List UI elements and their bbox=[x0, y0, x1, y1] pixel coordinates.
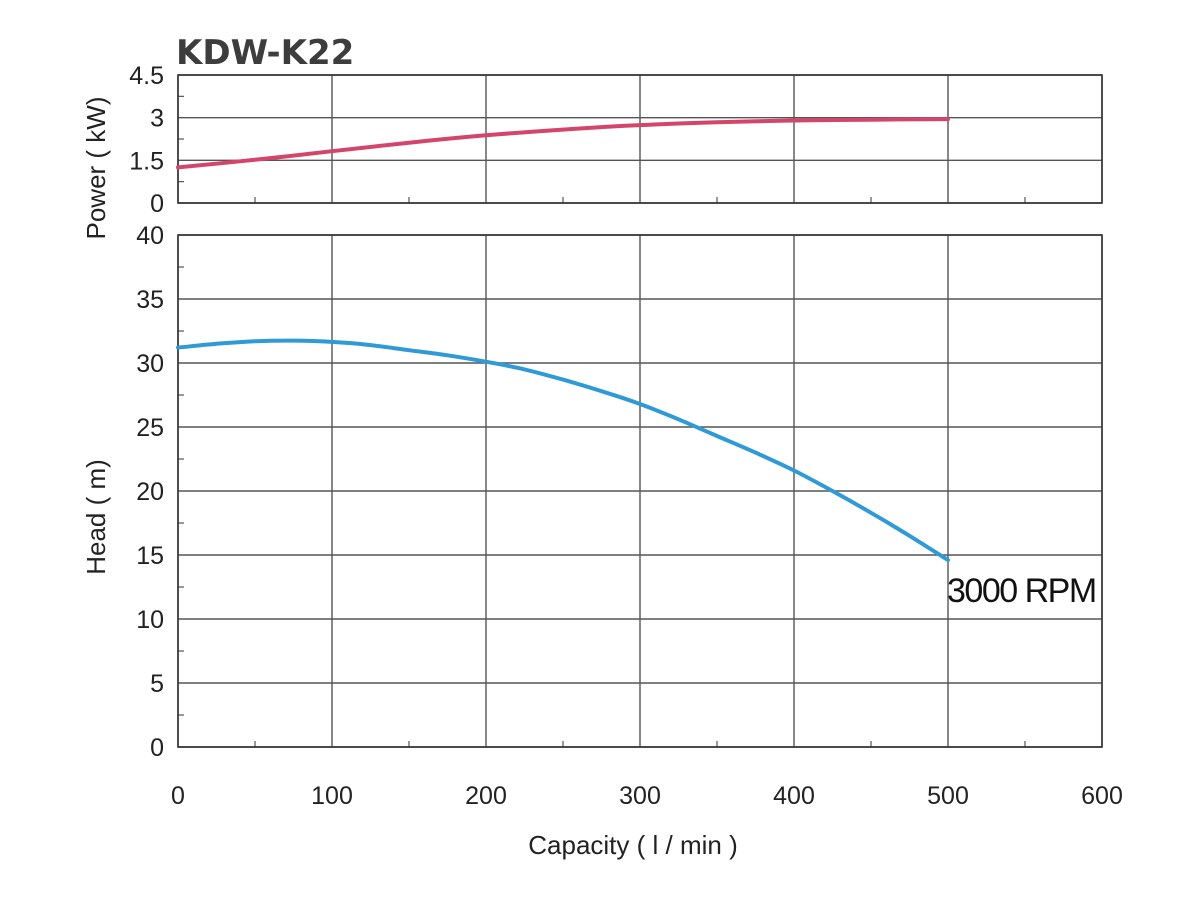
chart-title: KDW-K22 bbox=[176, 33, 354, 73]
power-plot-frame bbox=[177, 74, 1103, 204]
head-y-tick-label: 40 bbox=[136, 222, 164, 250]
x-tick-label: 0 bbox=[171, 782, 185, 810]
head-y-tick-label: 5 bbox=[150, 670, 164, 698]
power-series-line bbox=[176, 117, 950, 170]
head-series-line bbox=[176, 338, 950, 563]
x-tick-label: 400 bbox=[773, 782, 815, 810]
head-axis-label: Head ( m) bbox=[81, 459, 111, 575]
x-tick-label: 500 bbox=[927, 782, 969, 810]
head-y-tick-label: 25 bbox=[136, 414, 164, 442]
x-tick-label: 200 bbox=[465, 782, 507, 810]
power-y-tick-label: 3 bbox=[150, 105, 164, 133]
head-plot-frame bbox=[177, 234, 1103, 748]
head-y-tick-label: 30 bbox=[136, 350, 164, 378]
x-axis: 0 100 200 300 400 500 600 bbox=[171, 782, 1123, 810]
capacity-axis-label: Capacity ( l / min ) bbox=[528, 830, 738, 860]
power-plot: 0 1.5 3 4.5 bbox=[129, 62, 1103, 218]
x-tick-label: 100 bbox=[311, 782, 353, 810]
power-axis-label: Power ( kW) bbox=[81, 97, 111, 240]
head-y-tick-label: 15 bbox=[136, 542, 164, 570]
power-y-tick-label: 1.5 bbox=[129, 147, 164, 175]
head-y-tick-label: 20 bbox=[136, 478, 164, 506]
rpm-annotation: 3000 RPM bbox=[947, 572, 1096, 610]
power-y-tick-label: 0 bbox=[150, 190, 164, 218]
x-tick-label: 300 bbox=[619, 782, 661, 810]
head-y-tick-label: 0 bbox=[150, 734, 164, 762]
head-plot: 0 5 10 15 20 25 30 35 40 bbox=[136, 222, 1103, 762]
x-tick-label: 600 bbox=[1081, 782, 1123, 810]
power-y-tick-label: 4.5 bbox=[129, 62, 164, 90]
head-y-tick-label: 35 bbox=[136, 286, 164, 314]
head-y-tick-label: 10 bbox=[136, 606, 164, 634]
